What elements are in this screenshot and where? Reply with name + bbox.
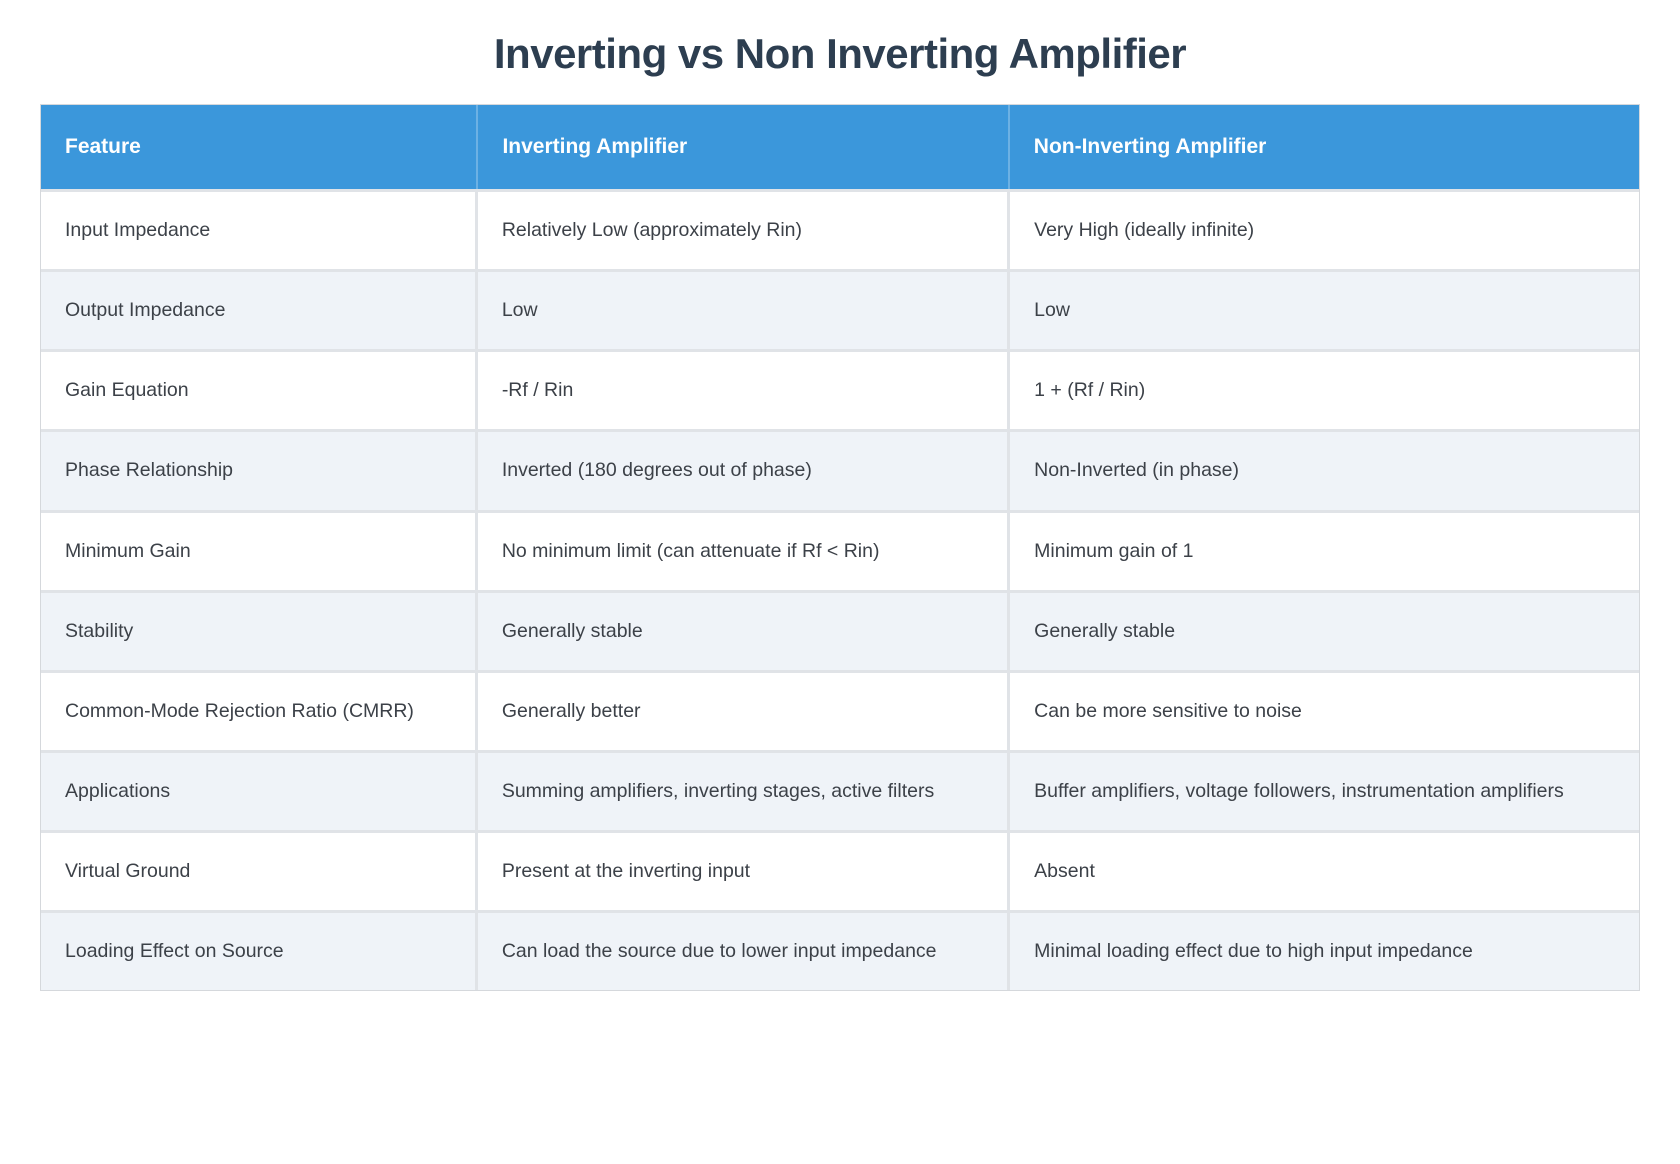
feature-cell: Virtual Ground [41, 833, 475, 911]
value-cell: Present at the inverting input [477, 833, 1008, 911]
table-row: Stability Generally stable Generally stabl… [41, 592, 1639, 670]
comparison-table: Feature Inverting Amplifier Non-Invertin… [40, 104, 1640, 992]
feature-cell: Output Impedance [41, 272, 475, 350]
value-cell: Summing amplifiers, inverting stages, ac… [477, 752, 1008, 831]
value-cell: Can load the source due to lower input i… [477, 913, 1008, 991]
value-cell: Low [1010, 272, 1639, 350]
table-row: Common-Mode Rejection Ratio (CMRR) Genera… [41, 672, 1639, 750]
value-cell: Buffer amplifiers, voltage followers, in… [1010, 752, 1639, 831]
value-cell: Minimal loading effect due to high input… [1010, 913, 1639, 991]
value-cell: Very High (ideally infinite) [1010, 192, 1639, 270]
value-cell: Absent [1010, 833, 1639, 911]
feature-cell: Gain Equation [41, 352, 475, 430]
value-cell: Low [477, 272, 1008, 350]
table-row: Output Impedance Low Low [41, 272, 1639, 350]
value-cell: 1 + (Rf / Rin) [1010, 352, 1639, 430]
table-row: Gain Equation -Rf / Rin 1 + (Rf / Rin) [41, 352, 1639, 430]
value-cell: Non-Inverted (in phase) [1010, 432, 1639, 510]
feature-cell: Minimum Gain [41, 512, 475, 590]
column-header-non-inverting-amplifier: Non-Inverting Amplifier [1007, 105, 1639, 189]
feature-cell: Loading Effect on Source [41, 913, 475, 991]
value-cell: Inverted (180 degrees out of phase) [477, 432, 1008, 510]
feature-cell: Input Impedance [41, 192, 475, 270]
column-header-inverting-amplifier: Inverting Amplifier [476, 105, 1008, 189]
value-cell: Can be more sensitive to noise [1010, 672, 1639, 750]
table-row: Loading Effect on Source Can load the sou… [41, 913, 1639, 991]
value-cell: Generally stable [477, 592, 1008, 670]
value-cell: Generally better [477, 672, 1008, 750]
table-row: Applications Summing amplifiers, invertin… [41, 752, 1639, 831]
column-header-feature: Feature [41, 105, 477, 189]
feature-cell: Phase Relationship [41, 432, 475, 510]
value-cell: -Rf / Rin [477, 352, 1008, 430]
feature-cell: Applications [41, 752, 475, 831]
value-cell: No minimum limit (can attenuate if Rf < … [477, 512, 1008, 590]
value-cell: Generally stable [1010, 592, 1639, 670]
table-row: Input Impedance Relatively Low (approxima… [41, 192, 1639, 270]
table-row: Minimum Gain No minimum limit (can attenu… [41, 512, 1639, 590]
feature-cell: Stability [41, 592, 475, 670]
table-row: Phase Relationship Inverted (180 degrees … [41, 432, 1639, 510]
page-title: Inverting vs Non Inverting Amplifier [493, 30, 1187, 77]
feature-cell: Common-Mode Rejection Ratio (CMRR) [41, 672, 475, 750]
table-row: Virtual Ground Present at the inverting i… [41, 833, 1639, 911]
table-header-row: Feature Inverting Amplifier Non-Invertin… [41, 105, 1639, 189]
value-cell: Minimum gain of 1 [1010, 512, 1639, 590]
value-cell: Relatively Low (approximately Rin) [477, 192, 1008, 270]
